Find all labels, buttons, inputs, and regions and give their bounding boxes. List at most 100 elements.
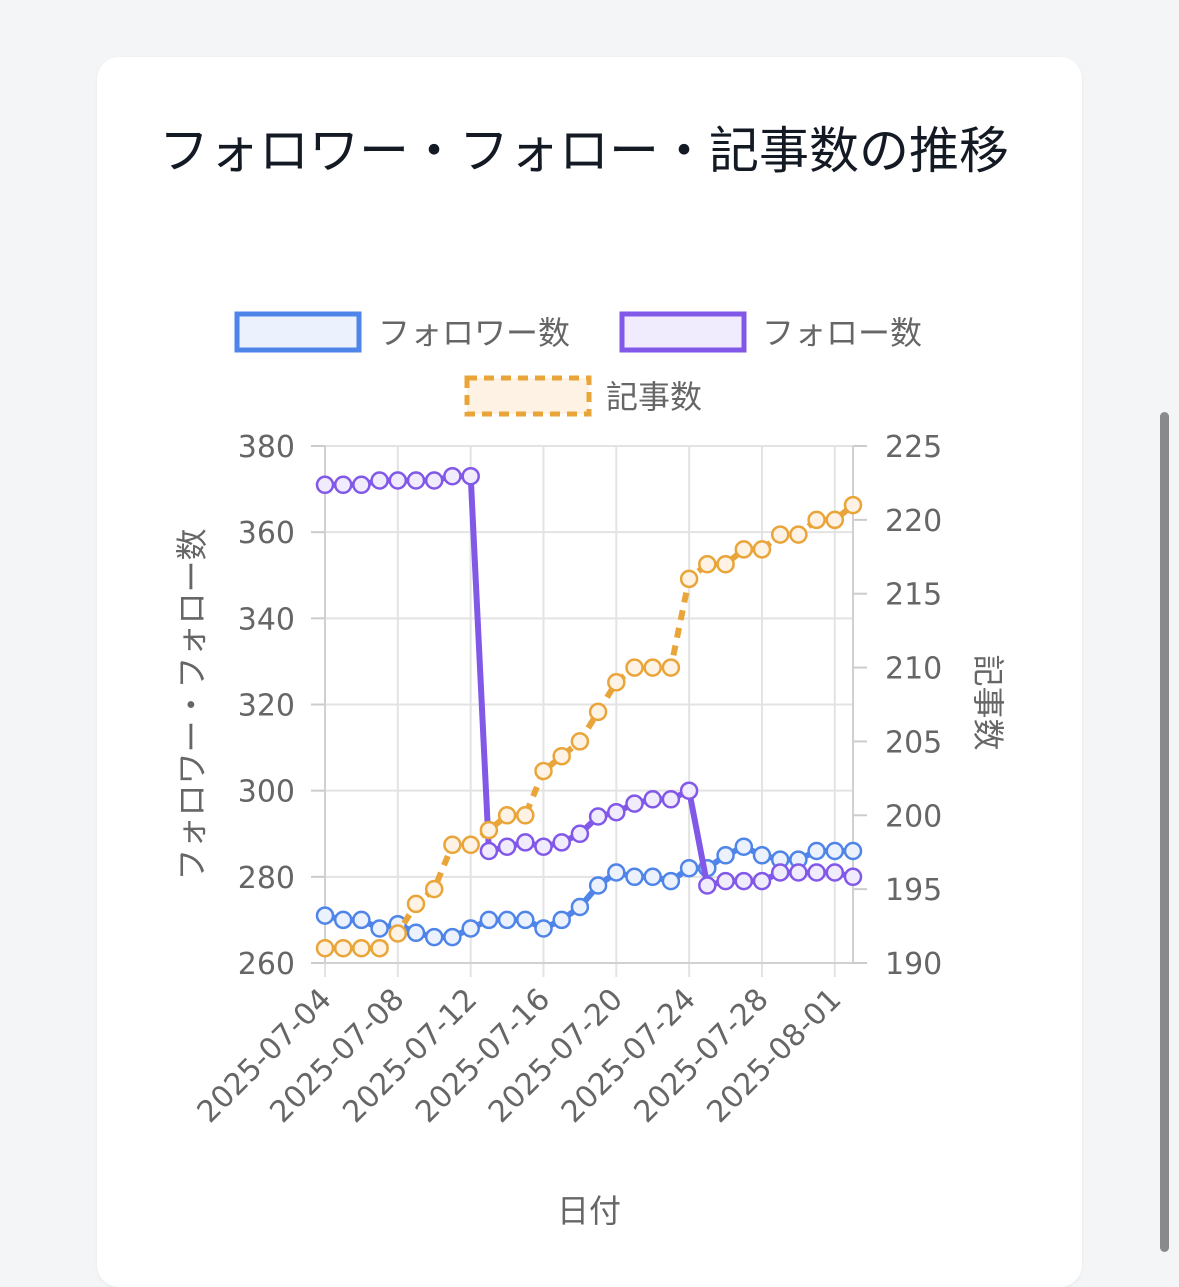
data-point-1	[661, 871, 681, 891]
data-point-2	[643, 790, 662, 809]
data-point-2	[479, 841, 499, 861]
data-point-3	[315, 938, 335, 958]
data-point-2	[388, 471, 408, 490]
y-tick-label-left: 340	[238, 602, 295, 637]
data-point-2	[552, 833, 571, 852]
data-point-3	[825, 510, 845, 530]
data-point-2	[770, 863, 790, 882]
y-tick-label-right: 215	[885, 578, 942, 613]
line-chart: 260 280 300 320 340 360 380 190 195 200 205 210 215 2…	[173, 311, 1007, 1230]
data-point-2	[424, 471, 444, 490]
series-line-3	[325, 502, 855, 952]
y-tick-label-left: 360	[238, 516, 295, 551]
data-point-3	[497, 806, 517, 825]
y-tick-label-right: 210	[885, 652, 942, 687]
data-point-1	[352, 910, 371, 930]
data-point-3	[352, 938, 371, 958]
x-axis-title: 日付	[557, 1192, 621, 1230]
data-point-1	[679, 858, 699, 878]
data-point-3	[588, 702, 608, 722]
data-point-3	[716, 554, 735, 574]
data-point-2	[443, 466, 462, 486]
y-tick-label-right: 200	[885, 799, 942, 834]
data-point-3	[789, 525, 808, 544]
data-point-3	[698, 554, 717, 574]
y-axis-title-right: 記事数	[969, 654, 1007, 750]
data-point-1	[752, 846, 772, 865]
data-point-1	[333, 910, 353, 930]
data-point-2	[752, 871, 772, 891]
data-point-1	[825, 841, 845, 861]
y-tick-label-left: 260	[238, 947, 295, 982]
y-tick-label-left: 280	[238, 861, 295, 896]
data-point-1	[570, 897, 590, 917]
data-point-1	[497, 910, 517, 930]
data-point-1	[534, 919, 553, 938]
legend-swatch-2	[619, 311, 747, 353]
data-point-1	[370, 919, 389, 938]
data-point-3	[734, 540, 754, 559]
data-point-2	[698, 876, 717, 895]
data-point-1	[734, 837, 754, 856]
card-title: フォロワー・フォロー・記事数の推移	[159, 122, 1009, 180]
data-point-2	[516, 833, 535, 852]
data-point-2	[679, 781, 699, 800]
data-point-3	[388, 924, 408, 943]
legend-label-1: フォロワー数	[378, 314, 570, 352]
legend-swatch-3	[464, 375, 592, 417]
data-point-1	[625, 867, 644, 887]
data-point-1	[315, 906, 335, 925]
y-tick-label-right: 205	[885, 725, 942, 760]
data-point-3	[643, 658, 662, 677]
data-point-1	[479, 910, 499, 930]
y-tick-label-left: 300	[238, 775, 295, 810]
legend-label-3: 記事数	[606, 378, 702, 416]
y-tick-label-right: 195	[885, 873, 942, 908]
data-point-3	[752, 540, 772, 559]
data-point-2	[315, 475, 335, 495]
data-point-2	[534, 837, 553, 856]
y-tick-label-right: 190	[885, 947, 942, 982]
data-point-1	[643, 867, 662, 887]
data-point-2	[661, 790, 681, 809]
data-point-1	[424, 927, 444, 947]
data-point-3	[406, 894, 426, 914]
data-point-1	[406, 923, 426, 943]
legend-swatch-1	[234, 311, 362, 353]
data-point-2	[734, 871, 754, 891]
data-point-2	[406, 471, 426, 490]
y-tick-label-right: 220	[885, 504, 942, 539]
data-point-2	[352, 475, 371, 495]
data-point-3	[625, 658, 644, 677]
y-axis-title-left: フォロワー・フォロー数	[173, 528, 211, 880]
data-point-3	[424, 879, 444, 899]
data-point-1	[716, 846, 735, 865]
data-point-3	[516, 806, 535, 825]
data-point-3	[607, 673, 626, 692]
data-point-3	[570, 732, 590, 751]
data-point-3	[443, 835, 462, 855]
data-point-3	[661, 658, 681, 677]
data-point-3	[479, 820, 499, 840]
data-point-2	[607, 802, 626, 822]
data-point-3	[770, 525, 790, 544]
scrollbar[interactable]	[1160, 412, 1169, 1252]
data-point-3	[552, 746, 571, 766]
data-point-3	[534, 761, 553, 781]
legend-label-2: フォロー数	[762, 314, 922, 352]
data-point-1	[607, 863, 626, 882]
data-point-2	[625, 794, 644, 813]
data-point-3	[807, 510, 826, 530]
data-point-3	[370, 938, 389, 958]
y-tick-label-right: 225	[885, 430, 942, 465]
chart-card: フォロワー・フォロー・記事数の推移	[97, 57, 1082, 1287]
data-point-3	[461, 835, 480, 855]
data-point-2	[843, 867, 863, 887]
data-point-2	[825, 863, 845, 882]
data-point-3	[333, 938, 353, 958]
data-point-1	[588, 876, 608, 895]
data-point-2	[789, 863, 808, 882]
data-point-1	[552, 910, 571, 930]
data-point-2	[716, 871, 735, 891]
data-point-3	[843, 495, 863, 515]
